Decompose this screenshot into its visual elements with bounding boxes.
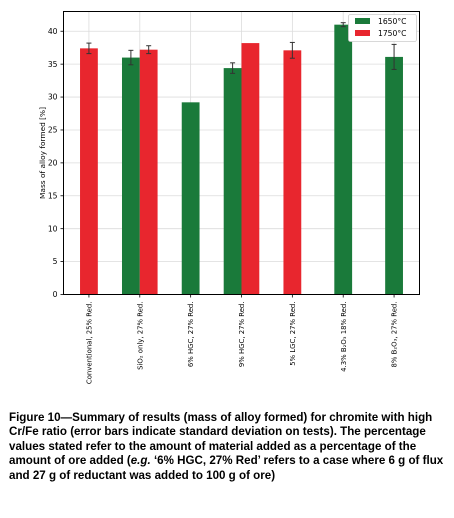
bar (223, 68, 242, 295)
y-tick-label: 0 (53, 290, 58, 299)
legend-swatch-1650 (355, 18, 370, 24)
y-tick-label: 35 (48, 60, 58, 69)
x-tick-label: 8% B₂O₃, 27% Red. (391, 302, 399, 368)
bar (80, 48, 98, 295)
caption-eg: e.g. (130, 454, 151, 468)
legend-label-1750: 1750°C (378, 29, 406, 38)
y-axis-ticks: 0 5 10 15 20 25 30 35 40 (48, 27, 64, 299)
y-tick-label: 40 (48, 27, 58, 36)
y-tick-label: 5 (53, 257, 58, 266)
legend-swatch-1750 (355, 30, 370, 36)
caption-text-2: ‘6% HGC, 27% Red’ refers to a case where… (9, 454, 444, 482)
bar (334, 24, 353, 295)
caption-text-1: Figure 10—Summary of results (mass of al… (9, 411, 433, 468)
y-tick-label: 30 (48, 93, 58, 102)
x-tick-label: 9% HGC, 27% Red. (238, 302, 246, 368)
bar-chart: 0 5 10 15 20 25 30 35 40 Conventional, 25% Red. S… (38, 11, 420, 385)
x-tick-label: 5% LGC, 27% Red. (289, 302, 297, 366)
legend-label-1650: 1650°C (378, 17, 406, 26)
y-tick-label: 20 (48, 158, 58, 167)
x-tick-label: Conventional, 25% Red. (86, 302, 94, 385)
x-tick-label: SiO₂ only, 27% Red. (136, 302, 144, 370)
x-tick-label: 6% HGC, 27% Red. (187, 302, 195, 368)
figure-caption: Figure 10—Summary of results (mass of al… (9, 411, 447, 483)
x-tick-label: 4.3% B₂O₃ 18% Red. (340, 302, 348, 372)
bar (283, 50, 302, 295)
y-axis-label: Mass of alloy formed [%] (38, 107, 47, 199)
legend: 1650°C 1750°C (348, 14, 417, 42)
bars (80, 22, 403, 295)
x-axis-ticks: Conventional, 25% Red. SiO₂ only, 27% Red… (86, 294, 399, 385)
y-tick-label: 25 (48, 126, 58, 135)
bar (121, 57, 140, 295)
bar (181, 102, 200, 295)
bar (241, 43, 260, 295)
y-tick-label: 10 (48, 224, 58, 233)
bar (139, 49, 158, 295)
bar (385, 56, 403, 295)
y-tick-label: 15 (48, 191, 58, 200)
